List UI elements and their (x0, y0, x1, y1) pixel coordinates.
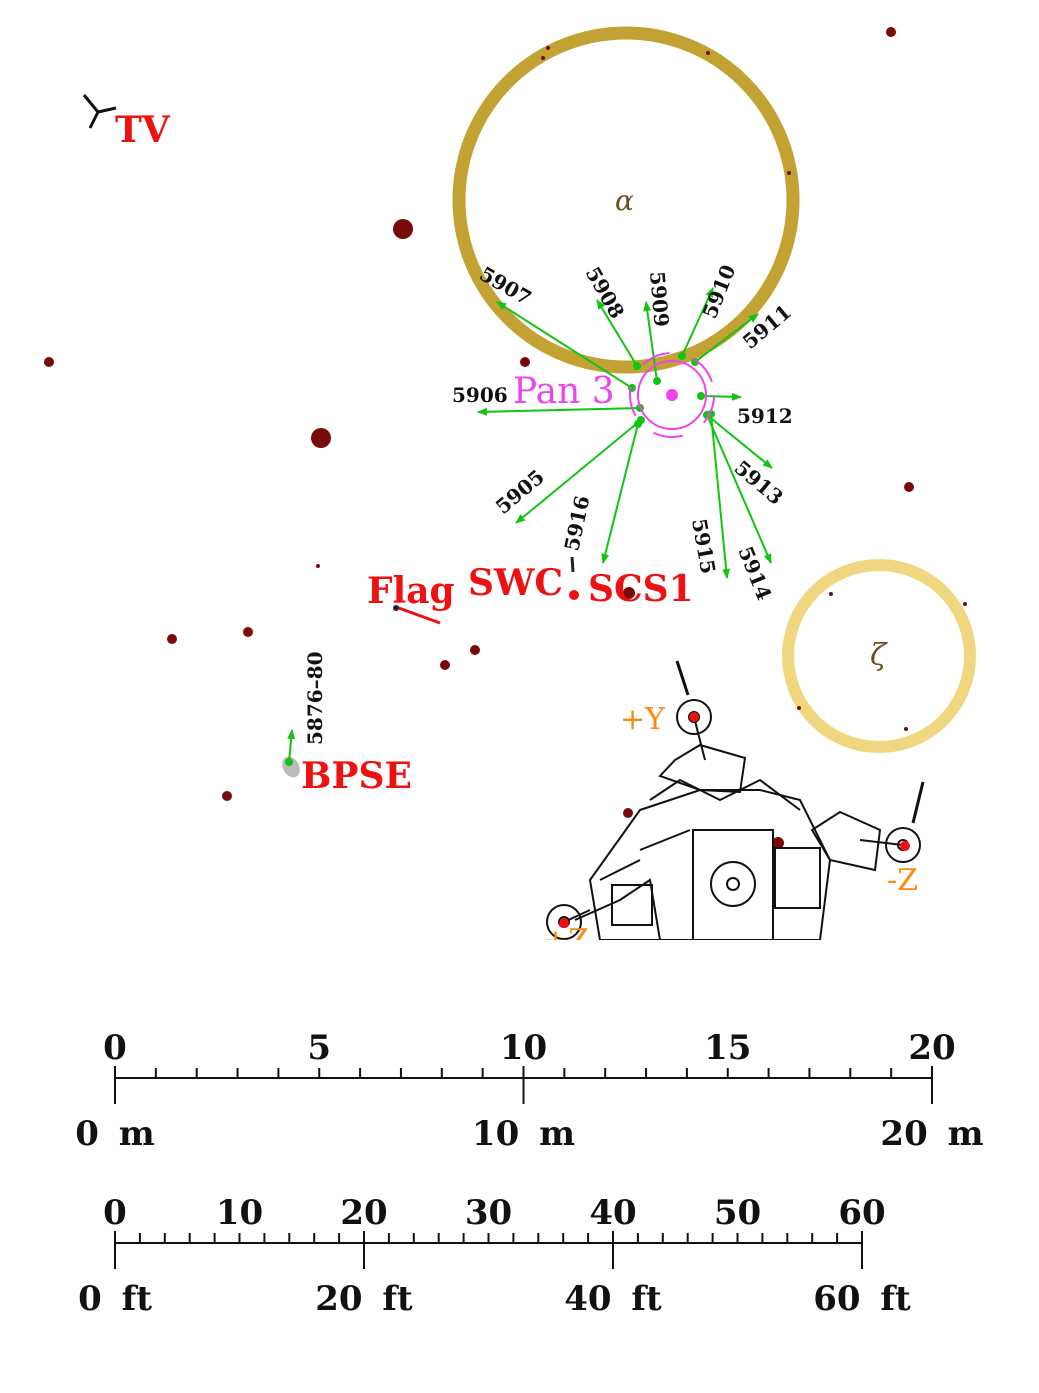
rock (440, 660, 450, 670)
photo-label: 5907 (476, 262, 536, 311)
scale-unit-label: 40 ft (564, 1279, 662, 1319)
crater-zeta (782, 559, 976, 753)
bpse-icon (282, 756, 300, 778)
tv-label: TV (115, 109, 171, 151)
rock (243, 627, 253, 637)
photo-label: 5915 (687, 517, 720, 576)
photo-arrow (700, 392, 742, 401)
photo-station (628, 384, 636, 392)
scale-unit-label: 60 ft (813, 1279, 911, 1319)
photo-station (653, 377, 661, 385)
bpse-photos-label: 5876–80 (303, 652, 327, 746)
rock (541, 56, 545, 60)
bpse-label: BPSE (301, 755, 412, 797)
scale-tick-label: 60 (838, 1193, 885, 1233)
rock (904, 727, 908, 731)
scale-unit-label: 20 m (880, 1114, 983, 1154)
photo-label: 5908 (581, 263, 630, 323)
scale-tick-label: 20 (340, 1193, 387, 1233)
photo-arrow (706, 414, 773, 469)
rock (316, 564, 320, 568)
photo-station (678, 352, 686, 360)
photo-label: 5916 (559, 494, 594, 553)
photo-arrow (706, 414, 772, 564)
crater-alpha (452, 26, 800, 374)
pan-label: Pan 3 (513, 371, 615, 412)
swc-label: SWC (468, 562, 563, 604)
rock (311, 428, 331, 448)
photo-arrow (496, 301, 633, 389)
scale-bar-meters: 0 5 10 15 20 0 m 10 m 20 m (75, 1028, 983, 1154)
plus-z-label: +Z (543, 923, 589, 958)
swc-icon (570, 556, 575, 573)
rock (706, 51, 710, 55)
rock (520, 357, 530, 367)
crater-zeta-label: ζ (870, 638, 888, 673)
photo-arrow (681, 287, 714, 357)
scale-unit-label: 0 m (75, 1114, 154, 1154)
rock (772, 837, 784, 849)
rocks (44, 27, 967, 849)
scale-unit-label: 10 m (472, 1114, 575, 1154)
lunar-module-drawing (546, 660, 925, 940)
scale-tick-label: 40 (589, 1193, 636, 1233)
rock (623, 587, 635, 599)
photo-label: 5910 (697, 261, 740, 322)
tv-camera-icon (82, 94, 117, 129)
photo-arrow (596, 299, 638, 367)
rock (393, 219, 413, 239)
photo-arrow (643, 301, 658, 382)
rock (797, 706, 801, 710)
photo-station (633, 362, 641, 370)
scale-tick-label: 0 (103, 1028, 127, 1068)
rock (222, 791, 232, 801)
photo-arrow (515, 419, 642, 524)
photo-arrow (694, 313, 759, 363)
photo-label: 5912 (737, 404, 793, 428)
scs-label: SCS1 (588, 568, 694, 610)
photo-arrow (477, 407, 641, 416)
crater-alpha-label: α (615, 184, 634, 217)
photo-label: 5909 (645, 270, 674, 328)
flag-icon (395, 605, 441, 625)
pan-station (629, 352, 715, 438)
rock (787, 171, 791, 175)
plus-y-label: +Y (620, 702, 666, 737)
rock (829, 592, 833, 596)
flag-label: Flag (367, 570, 455, 612)
scale-tick-label: 30 (465, 1193, 512, 1233)
scale-unit-label: 0 ft (78, 1279, 152, 1319)
photo-arrow (710, 413, 731, 579)
scale-tick-label: 20 (908, 1028, 955, 1068)
rock (886, 27, 896, 37)
scale-tick-label: 10 (500, 1028, 547, 1068)
scale-tick-label: 0 (103, 1193, 127, 1233)
rock (963, 602, 967, 606)
scale-tick-label: 50 (714, 1193, 761, 1233)
scale-unit-label: 20 ft (315, 1279, 413, 1319)
minus-z-label: -Z (887, 863, 918, 898)
photo-arrow (601, 423, 639, 564)
scale-tick-label: 15 (704, 1028, 751, 1068)
photo-label: 5913 (730, 455, 788, 509)
rock (546, 46, 550, 50)
rock (470, 645, 480, 655)
photo-label: 5905 (491, 465, 549, 519)
rock (623, 808, 633, 818)
rock (904, 482, 914, 492)
scale-tick-label: 5 (307, 1028, 331, 1068)
rock (44, 357, 54, 367)
photo-station (634, 420, 642, 428)
photo-label: 5906 (452, 383, 508, 407)
rock (167, 634, 177, 644)
photo-station (697, 392, 705, 400)
scale-tick-label: 10 (216, 1193, 263, 1233)
scale-bar-feet: 0 10 20 30 40 50 60 0 ft 20 ft 40 ft 60 ft (78, 1193, 911, 1319)
photo-label: 5914 (733, 543, 776, 604)
